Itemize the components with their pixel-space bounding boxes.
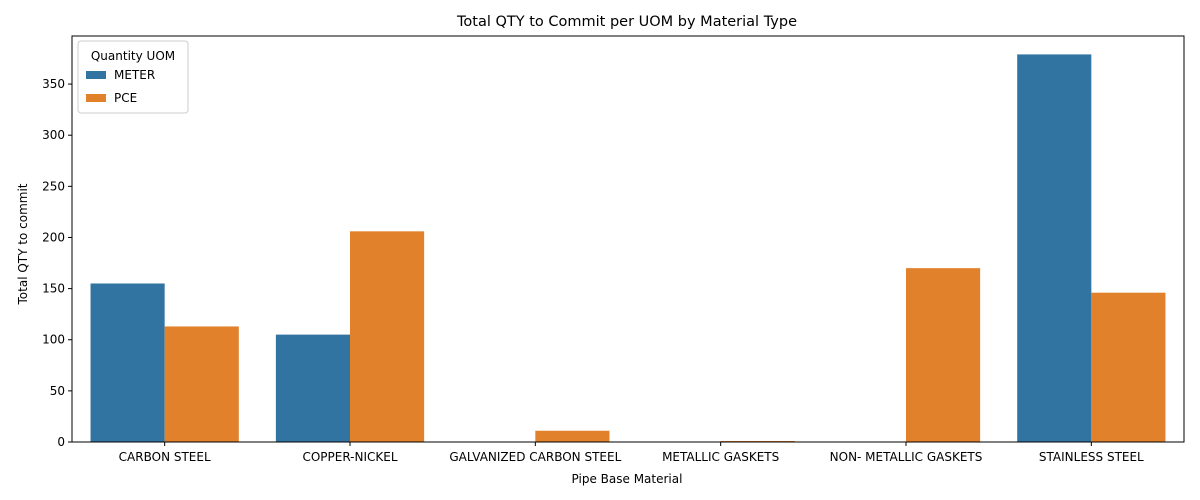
bar-pce-1 xyxy=(350,231,425,442)
x-axis: CARBON STEEL COPPER-NICKEL GALVANIZED CARB… xyxy=(119,442,1144,464)
y-tick-label: 0 xyxy=(57,435,65,449)
bar-pce-0 xyxy=(164,326,239,442)
legend: Quantity UOM METER PCE xyxy=(77,40,189,114)
x-tick-label: COPPER-NICKEL xyxy=(302,450,397,464)
legend-label-meter: METER xyxy=(114,68,155,82)
x-tick-label: GALVANIZED CARBON STEEL xyxy=(449,450,621,464)
plot-frame xyxy=(71,35,1185,443)
y-tick-label: 50 xyxy=(50,384,65,398)
legend-label-pce: PCE xyxy=(114,91,137,105)
y-axis-label: Total QTY to commit xyxy=(16,183,30,305)
bar-pce-4 xyxy=(906,268,981,442)
bar-meter-5 xyxy=(1017,54,1092,442)
y-tick-label: 350 xyxy=(42,77,65,91)
y-tick-label: 200 xyxy=(42,230,65,244)
y-tick-label: 300 xyxy=(42,128,65,142)
bar-pce-3 xyxy=(720,440,795,442)
legend-title: Quantity UOM xyxy=(91,49,175,63)
plot-area xyxy=(71,35,1185,443)
bar-pce-5 xyxy=(1091,292,1166,442)
legend-swatch-pce xyxy=(86,94,106,102)
y-axis: 0 50 100 150 200 250 300 350 xyxy=(42,77,72,449)
y-tick-label: 250 xyxy=(42,179,65,193)
chart-title: Total QTY to Commit per UOM by Material … xyxy=(456,14,797,30)
bar-meter-1 xyxy=(275,334,350,442)
bar-meter-0 xyxy=(90,283,165,442)
x-axis-label: Pipe Base Material xyxy=(572,472,683,486)
bar-pce-2 xyxy=(535,430,610,442)
y-tick-label: 100 xyxy=(42,333,65,347)
y-tick-label: 150 xyxy=(42,282,65,296)
x-tick-label: NON- METALLIC GASKETS xyxy=(830,450,983,464)
x-tick-label: STAINLESS STEEL xyxy=(1039,450,1144,464)
legend-swatch-meter xyxy=(86,71,106,79)
x-tick-label: METALLIC GASKETS xyxy=(662,450,779,464)
x-tick-label: CARBON STEEL xyxy=(119,450,211,464)
